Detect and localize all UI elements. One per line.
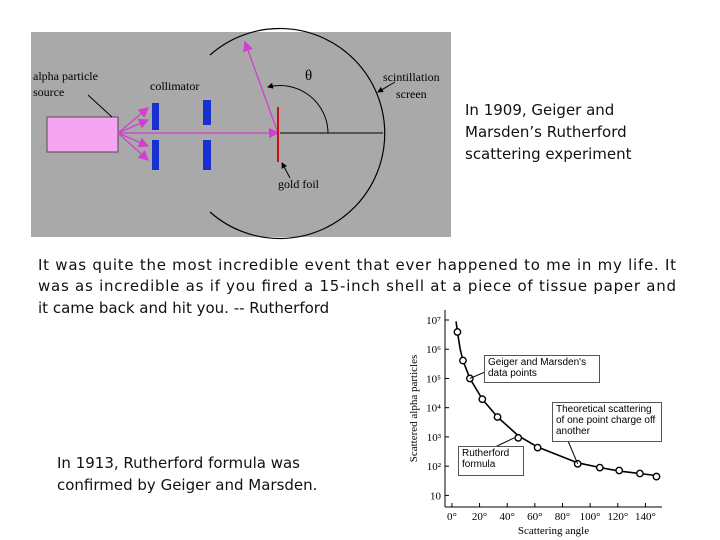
label: collimator bbox=[150, 79, 199, 93]
y-tick-label: 10 bbox=[430, 490, 442, 502]
callout-text: Rutherford formula bbox=[458, 446, 524, 476]
x-tick-label: 0° bbox=[447, 511, 457, 523]
caption: confirmed by Geiger and Marsden. bbox=[57, 476, 317, 494]
y-axis-title: Scattered alpha particles bbox=[408, 355, 420, 463]
caption: Marsden’s Rutherford bbox=[465, 123, 627, 141]
data-point bbox=[453, 328, 462, 336]
x-tick-label: 80° bbox=[555, 511, 570, 523]
quote: was as incredible as if you fired a 15-i… bbox=[38, 277, 676, 295]
theta-arc bbox=[267, 82, 329, 134]
y-tick-label: 10³ bbox=[427, 432, 442, 444]
caption: In 1913, Rutherford formula was bbox=[57, 454, 300, 472]
y-tick-label: 10⁷ bbox=[426, 315, 441, 327]
caption: scattering experiment bbox=[465, 145, 632, 163]
data-point bbox=[615, 466, 624, 475]
data-point bbox=[652, 472, 661, 481]
x-tick-label: 60° bbox=[527, 511, 542, 523]
quote: It was quite the most incredible event t… bbox=[38, 256, 676, 274]
data-point bbox=[514, 433, 523, 442]
y-tick-label: 10⁴ bbox=[426, 403, 441, 415]
y-tick-label: 10⁵ bbox=[426, 373, 441, 385]
y-tick-label: 10² bbox=[427, 461, 442, 473]
data-point bbox=[459, 356, 467, 365]
quote: it came back and hit you. -- Rutherford bbox=[38, 299, 329, 317]
leader bbox=[87, 94, 113, 118]
data-point bbox=[478, 395, 487, 404]
label: θ bbox=[305, 68, 312, 84]
screen-arc bbox=[209, 27, 386, 240]
caption: In 1909, Geiger and bbox=[465, 101, 614, 119]
data-point bbox=[533, 443, 542, 452]
beam-arrows bbox=[117, 40, 280, 161]
data-point bbox=[595, 463, 604, 472]
collimators bbox=[152, 100, 211, 170]
leader bbox=[281, 162, 291, 179]
callout: Rutherford formula bbox=[458, 446, 524, 476]
source-box bbox=[46, 116, 119, 153]
y-tick-label: 10⁶ bbox=[426, 344, 441, 356]
callout: Theoretical scattering of one point char… bbox=[552, 402, 662, 442]
data-point bbox=[635, 469, 644, 478]
x-axis-title: Scattering angle bbox=[518, 525, 589, 537]
x-tick-label: 120° bbox=[607, 511, 628, 523]
callout: Geiger and Marsden's data points bbox=[484, 355, 600, 383]
label: screen bbox=[396, 87, 427, 101]
label: gold foil bbox=[278, 177, 320, 191]
x-tick-label: 100° bbox=[580, 511, 601, 523]
x-tick-label: 20° bbox=[472, 511, 487, 523]
label: alpha particle bbox=[33, 69, 98, 83]
x-tick-label: 40° bbox=[499, 511, 514, 523]
callout-text: Geiger and Marsden's data points bbox=[484, 355, 600, 383]
label: source bbox=[33, 85, 64, 99]
x-tick-label: 140° bbox=[635, 511, 656, 523]
chart: 0° 20° 40° 60° 80° 100° 120° 140° 10 10² 10³ 10⁴ 10⁵… bbox=[408, 310, 662, 537]
callout-text: Theoretical scattering of one point char… bbox=[552, 402, 662, 442]
label: scintillation bbox=[383, 70, 440, 84]
leader bbox=[377, 81, 396, 93]
data-point bbox=[493, 413, 502, 421]
